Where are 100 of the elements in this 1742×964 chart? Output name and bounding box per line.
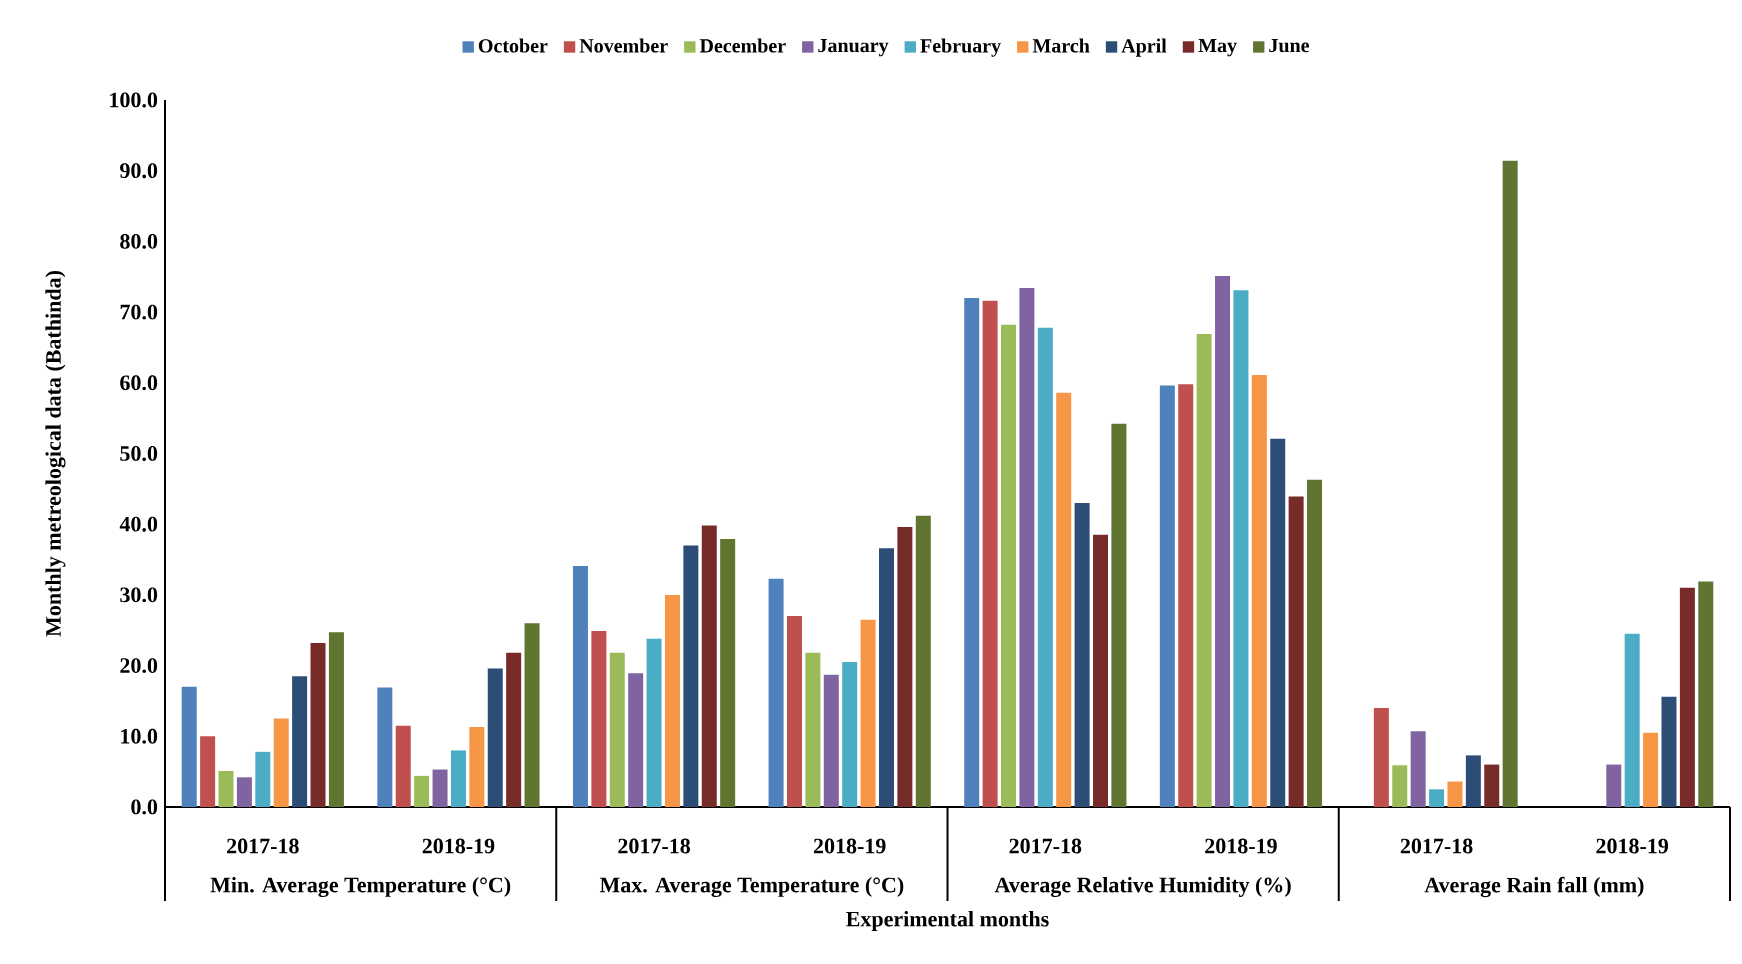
y-tick-label: 100.0	[110, 92, 158, 108]
y-tick-label: 30.0	[120, 587, 158, 603]
bar	[1233, 290, 1249, 807]
y-tick-label: 20.0	[120, 658, 158, 674]
bar	[1215, 276, 1231, 807]
bar	[414, 775, 430, 807]
bar	[1698, 581, 1714, 807]
bar	[786, 616, 802, 807]
x-tick-label: 2017-18	[1400, 838, 1473, 854]
legend-label: November	[579, 38, 668, 53]
bar	[1037, 327, 1053, 807]
bar	[591, 630, 607, 807]
bar	[450, 750, 466, 807]
y-tick-label: 0.0	[131, 799, 158, 815]
bar	[1643, 732, 1659, 807]
bar	[1251, 375, 1267, 807]
legend-label: December	[699, 38, 786, 53]
y-tick-label: 60.0	[120, 375, 158, 391]
bar	[1093, 534, 1109, 807]
legend-label: May	[1198, 38, 1237, 57]
y-tick-label: 40.0	[119, 516, 158, 532]
bar	[432, 769, 448, 807]
bar	[255, 751, 271, 807]
bar	[328, 632, 344, 807]
bar	[1074, 502, 1090, 807]
legend-label: March	[1032, 38, 1090, 53]
x-axis-title: Experimental months	[846, 911, 1049, 931]
bar	[664, 594, 680, 807]
bar	[218, 770, 234, 807]
bar	[572, 565, 588, 807]
y-tick-label: 80.0	[120, 233, 158, 249]
legend-label: October	[478, 38, 548, 53]
x-tick-label: 2018-19	[1596, 838, 1669, 854]
legend-label: April	[1121, 38, 1167, 57]
bar	[982, 300, 998, 807]
y-tick-label: 10.0	[121, 728, 158, 744]
bar	[860, 619, 876, 807]
x-tick-label: 2018-19	[1205, 838, 1277, 854]
bar	[1679, 587, 1695, 807]
bar	[1447, 781, 1463, 807]
bar	[915, 515, 931, 807]
bar	[701, 525, 717, 807]
legend-label: February	[920, 38, 1001, 57]
y-tick-label: 90.0	[120, 163, 158, 179]
bar	[1624, 633, 1640, 807]
bar	[1196, 334, 1212, 807]
bar	[1288, 496, 1304, 807]
bar	[469, 727, 485, 807]
x-tick-label: 2017-18	[1009, 838, 1082, 854]
bar	[1001, 324, 1017, 807]
bar	[181, 686, 197, 807]
x-tick-label: 2017-18	[618, 838, 690, 854]
bar	[1159, 385, 1175, 807]
bar	[1178, 384, 1194, 807]
bar	[1484, 764, 1500, 807]
y-tick-label: 70.0	[120, 304, 158, 320]
bar	[878, 548, 894, 807]
y-axis-title: Monthly metreological data (Bathinda)	[45, 271, 66, 637]
bar	[1392, 765, 1408, 807]
x-tick-label: 2018-19	[813, 838, 886, 854]
bar	[310, 642, 326, 807]
bar	[200, 736, 216, 807]
legend-label: June	[1269, 38, 1310, 53]
bar	[1502, 160, 1518, 807]
y-tick-label: 50.0	[120, 446, 158, 461]
bar	[1111, 423, 1127, 807]
bar	[964, 297, 980, 807]
bar	[897, 527, 913, 807]
bar	[768, 578, 784, 807]
bar	[805, 652, 821, 807]
bar	[506, 652, 522, 807]
bar	[292, 676, 308, 807]
bar	[236, 777, 252, 807]
bar	[720, 539, 736, 807]
bar	[646, 638, 662, 807]
legend-label: January	[818, 38, 889, 57]
bar	[1410, 731, 1426, 807]
bar	[487, 668, 503, 807]
bar	[1373, 708, 1389, 807]
bar	[1019, 288, 1035, 807]
text: Min. Average Temperature (°C)	[210, 876, 511, 898]
bar	[609, 652, 625, 807]
x-tick-label: 2017-18	[227, 838, 299, 854]
bar	[683, 545, 699, 807]
bar	[1429, 789, 1445, 807]
bar	[1056, 392, 1072, 807]
text: Max. Average Temperature (°C)	[599, 876, 904, 898]
bar	[1307, 479, 1323, 807]
bar	[524, 623, 540, 807]
bar	[377, 687, 393, 807]
bar	[395, 725, 411, 807]
bar	[1606, 764, 1622, 807]
text: Average Rain fall (mm)	[1424, 876, 1644, 898]
x-tick-label: 2018-19	[422, 838, 495, 854]
bar	[842, 662, 858, 807]
bar	[823, 674, 839, 807]
bar	[273, 718, 289, 807]
text: Average Relative Humidity (%)	[994, 876, 1291, 898]
bar	[628, 673, 644, 807]
bar	[1661, 696, 1677, 807]
